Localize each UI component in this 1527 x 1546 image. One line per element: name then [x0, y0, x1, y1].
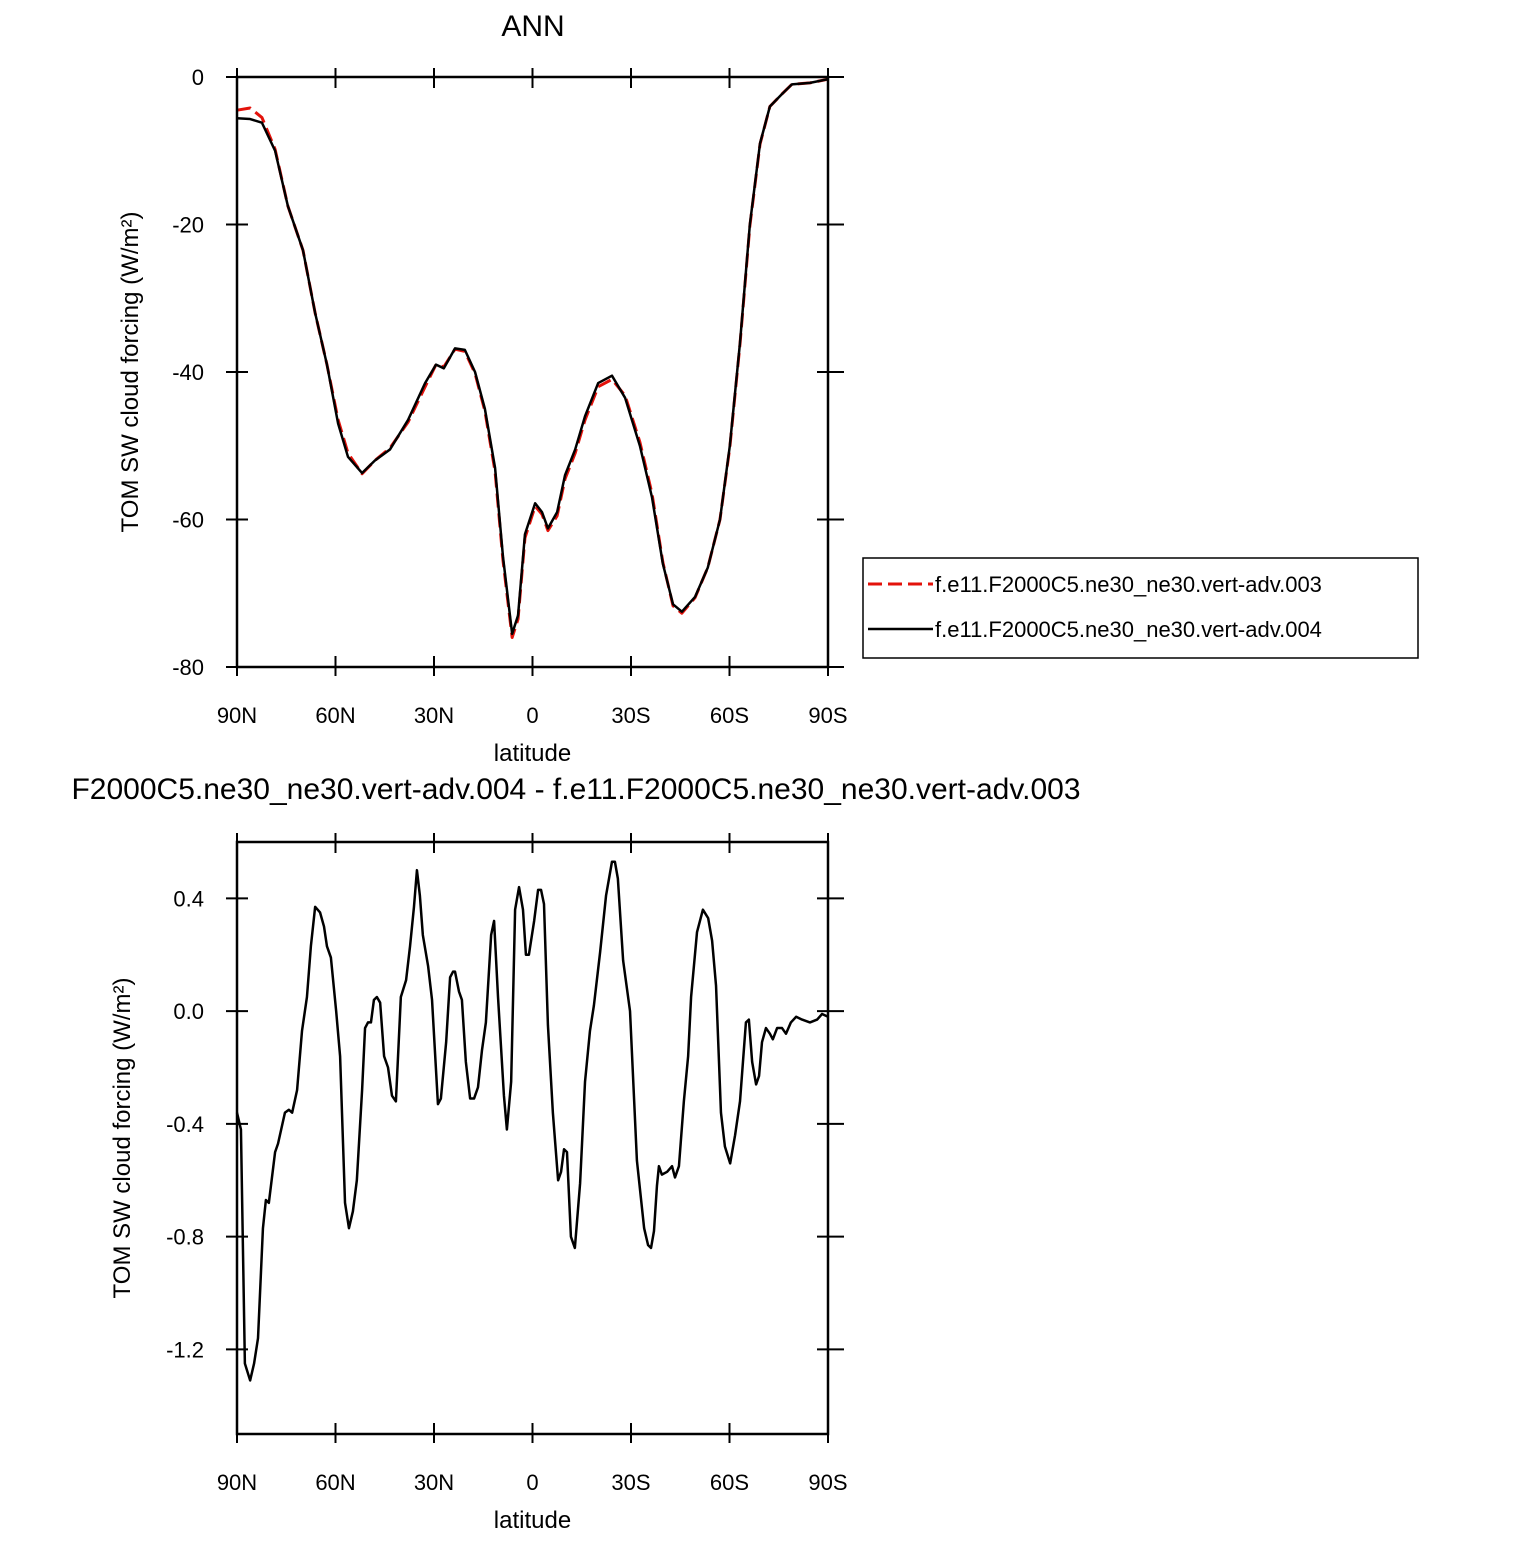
- x-tick-label: 60S: [710, 1470, 749, 1495]
- x-tick-label: 90N: [217, 1470, 257, 1495]
- y-tick-label: -0.4: [166, 1112, 204, 1137]
- y-tick-label: 0.0: [173, 999, 204, 1024]
- x-tick-label: 60N: [315, 703, 355, 728]
- y-tick-label: -60: [172, 508, 204, 533]
- x-tick-label: 90N: [217, 703, 257, 728]
- x-tick-label: 60N: [315, 1470, 355, 1495]
- x-tick-label: 0: [526, 703, 538, 728]
- legend: f.e11.F2000C5.ne30_ne30.vert-adv.003 f.e1…: [862, 557, 1419, 659]
- x-tick-label: 30N: [414, 1470, 454, 1495]
- y-tick-label: 0: [192, 65, 204, 90]
- y-axis-label: TOM SW cloud forcing (W/m²): [117, 212, 144, 533]
- x-tick-label: 30S: [611, 1470, 650, 1495]
- y-axis-label: TOM SW cloud forcing (W/m²): [109, 978, 136, 1299]
- y-tick-label: 0.4: [173, 886, 204, 911]
- y-tick-label: -0.8: [166, 1225, 204, 1250]
- x-axis-label: latitude: [494, 1507, 571, 1534]
- x-tick-label: 60S: [710, 703, 749, 728]
- x-tick-label: 30S: [611, 703, 650, 728]
- y-tick-label: -20: [172, 213, 204, 238]
- legend-box: [862, 557, 1419, 659]
- y-tick-label: -80: [172, 655, 204, 680]
- x-tick-label: 30N: [414, 703, 454, 728]
- x-tick-label: 90S: [808, 703, 847, 728]
- data-line: [235, 860, 829, 1382]
- plot-frame: [235, 75, 830, 669]
- legend-label: f.e11.F2000C5.ne30_ne30.vert-adv.003: [935, 572, 1322, 597]
- y-tick-label: -1.2: [166, 1337, 204, 1362]
- x-tick-label: 90S: [808, 1470, 847, 1495]
- x-tick-label: 0: [526, 1470, 538, 1495]
- chart-title: ANN: [501, 10, 564, 43]
- y-tick-label: -40: [172, 360, 204, 385]
- legend-label: f.e11.F2000C5.ne30_ne30.vert-adv.004: [935, 617, 1322, 642]
- x-axis-label: latitude: [494, 740, 571, 767]
- data-line: [236, 77, 829, 636]
- chart-title: F2000C5.ne30_ne30.vert-adv.004 - f.e11.F…: [71, 773, 1080, 806]
